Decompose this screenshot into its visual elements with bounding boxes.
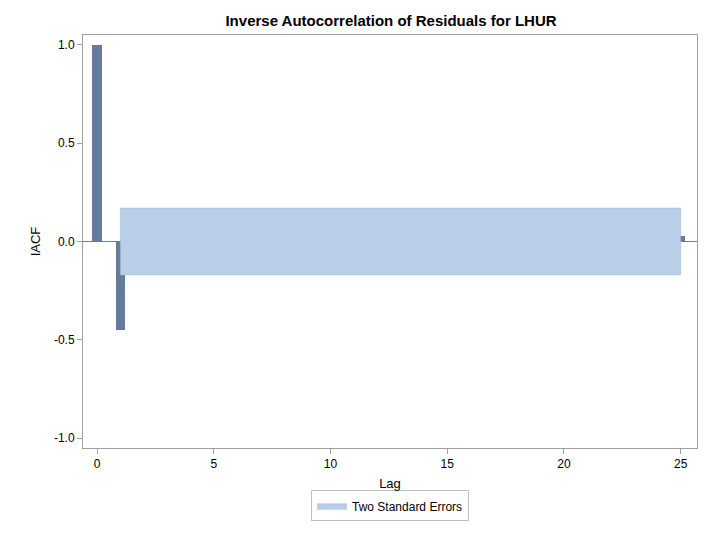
svg-text:0.0: 0.0 <box>58 235 75 249</box>
svg-text:10: 10 <box>324 457 338 471</box>
svg-text:0: 0 <box>94 457 101 471</box>
svg-text:Inverse Autocorrelation of Res: Inverse Autocorrelation of Residuals for… <box>225 12 556 29</box>
svg-text:20: 20 <box>557 457 571 471</box>
svg-text:25: 25 <box>674 457 688 471</box>
svg-text:-0.5: -0.5 <box>54 333 75 347</box>
svg-text:Lag: Lag <box>379 476 401 491</box>
svg-text:-1.0: -1.0 <box>54 431 75 445</box>
svg-text:Two Standard Errors: Two Standard Errors <box>352 500 462 514</box>
svg-text:IACF: IACF <box>28 227 43 257</box>
svg-text:15: 15 <box>441 457 455 471</box>
svg-text:1.0: 1.0 <box>58 38 75 52</box>
svg-text:5: 5 <box>210 457 217 471</box>
svg-text:0.5: 0.5 <box>58 136 75 150</box>
